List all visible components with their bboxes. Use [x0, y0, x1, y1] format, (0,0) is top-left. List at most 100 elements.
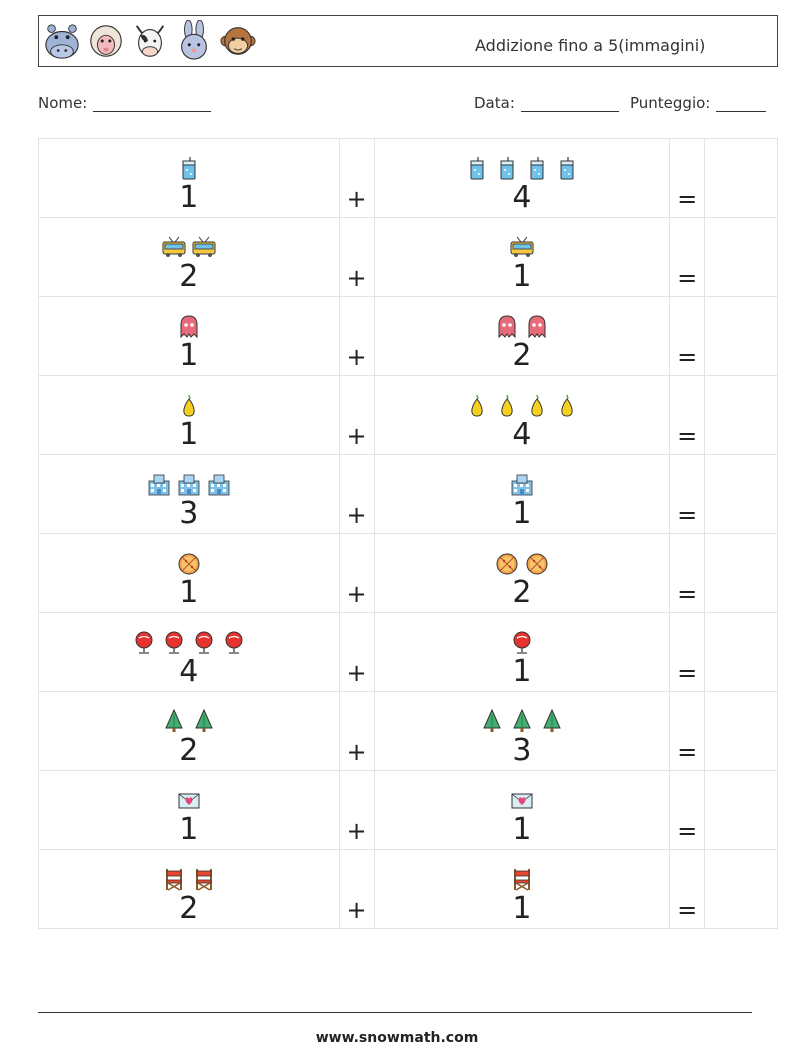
second-addend: 1 — [512, 891, 532, 926]
answer-cell[interactable] — [704, 533, 778, 613]
answer-cell[interactable] — [704, 375, 778, 455]
first-addend-cell: 1 — [38, 533, 340, 613]
first-addend: 4 — [179, 654, 199, 689]
problem-row: 2 +1 = — [38, 849, 778, 929]
pizza-icon — [496, 553, 518, 575]
score-label: Punteggio: — [630, 94, 711, 112]
cup-icon — [182, 157, 196, 180]
second-addend-cell: 4 — [373, 375, 671, 455]
second-addend: 4 — [512, 180, 532, 215]
plus-sign: + — [338, 691, 375, 771]
second-addend-cell: 1 — [373, 454, 671, 534]
first-addend: 2 — [179, 733, 199, 768]
sheep-icon — [90, 25, 122, 57]
second-addend: 1 — [512, 812, 532, 847]
plus-sign: + — [338, 770, 375, 850]
problems-table: 1 +4 = 2 +1 = 1 +2 = 1 +4 = 3 +1 = 1 +2 = 4 +1 = 2 +3 = 1 +1 = 2 +1 = — [38, 138, 778, 929]
icon-group — [509, 627, 535, 655]
problem-row: 3 +1 = — [38, 454, 778, 534]
date-blank[interactable] — [520, 95, 619, 112]
name-blank[interactable] — [93, 95, 212, 112]
answer-cell[interactable] — [704, 138, 778, 218]
first-addend-cell: 2 — [38, 849, 340, 929]
tree-icon — [513, 708, 531, 732]
lollipop-icon — [225, 631, 243, 654]
icon-group — [161, 864, 217, 892]
problem-row: 1 +1 = — [38, 770, 778, 850]
answer-cell[interactable] — [704, 770, 778, 850]
answer-cell[interactable] — [704, 849, 778, 929]
problem-row: 1 +4 = — [38, 138, 778, 218]
cup-icon — [470, 157, 484, 180]
plus-sign: + — [338, 375, 375, 455]
equals-sign: = — [669, 533, 706, 613]
equals-sign: = — [669, 849, 706, 929]
monkey-icon — [220, 27, 256, 55]
problem-row: 2 +1 = — [38, 217, 778, 297]
answer-cell[interactable] — [704, 691, 778, 771]
footer-url: www.snowmath.com — [315, 1030, 479, 1046]
equals-sign: = — [669, 138, 706, 218]
header-box: Addizione fino a 5(immagini) — [38, 15, 778, 67]
first-addend: 2 — [179, 259, 199, 294]
second-addend-cell: 4 — [373, 138, 671, 218]
score-blank[interactable] — [716, 95, 767, 112]
icon-group — [176, 548, 202, 576]
plus-sign: + — [338, 217, 375, 297]
problem-row: 4 +1 = — [38, 612, 778, 692]
icon-group — [464, 390, 580, 418]
cup-icon — [560, 157, 574, 180]
pizza-icon — [178, 553, 200, 575]
answer-cell[interactable] — [704, 454, 778, 534]
answer-cell[interactable] — [704, 612, 778, 692]
plus-sign: + — [338, 612, 375, 692]
pear-icon — [183, 394, 195, 417]
icon-group — [131, 627, 247, 655]
building-icon — [148, 474, 170, 496]
equals-sign: = — [669, 770, 706, 850]
worksheet-title: Addizione fino a 5(immagini) — [475, 36, 706, 55]
first-addend: 1 — [179, 180, 199, 215]
second-addend: 3 — [512, 733, 532, 768]
name-field: Nome: — [38, 94, 212, 112]
score-field: Punteggio: — [630, 94, 767, 112]
hippo-icon — [45, 24, 79, 59]
icon-group — [509, 785, 535, 813]
second-addend-cell: 3 — [373, 691, 671, 771]
answer-cell[interactable] — [704, 217, 778, 297]
ghost-icon — [498, 315, 516, 339]
pizza-icon — [526, 553, 548, 575]
director-chair-icon — [513, 869, 530, 891]
tree-icon — [195, 708, 213, 732]
footer-divider — [38, 1012, 752, 1013]
second-addend-cell: 1 — [373, 770, 671, 850]
first-addend-cell: 1 — [38, 770, 340, 850]
first-addend-cell: 1 — [38, 375, 340, 455]
tree-icon — [165, 708, 183, 732]
building-icon — [178, 474, 200, 496]
equals-sign: = — [669, 691, 706, 771]
love-letter-icon — [178, 793, 200, 809]
first-addend-cell: 2 — [38, 691, 340, 771]
trolleybus-icon — [192, 236, 216, 257]
icon-group — [494, 311, 550, 339]
first-addend: 2 — [179, 891, 199, 926]
equals-sign: = — [669, 217, 706, 297]
love-letter-icon — [511, 793, 533, 809]
answer-cell[interactable] — [704, 296, 778, 376]
building-icon — [511, 474, 533, 496]
plus-sign: + — [338, 533, 375, 613]
date-field: Data: — [474, 94, 619, 112]
first-addend-cell: 1 — [38, 296, 340, 376]
second-addend-cell: 1 — [373, 217, 671, 297]
tree-icon — [543, 708, 561, 732]
building-icon — [208, 474, 230, 496]
icon-group — [176, 390, 202, 418]
icon-group — [509, 469, 535, 497]
equals-sign: = — [669, 454, 706, 534]
pear-icon — [561, 394, 573, 417]
ghost-icon — [528, 315, 546, 339]
icon-group — [509, 232, 535, 260]
pear-icon — [471, 394, 483, 417]
trolleybus-icon — [162, 236, 186, 257]
